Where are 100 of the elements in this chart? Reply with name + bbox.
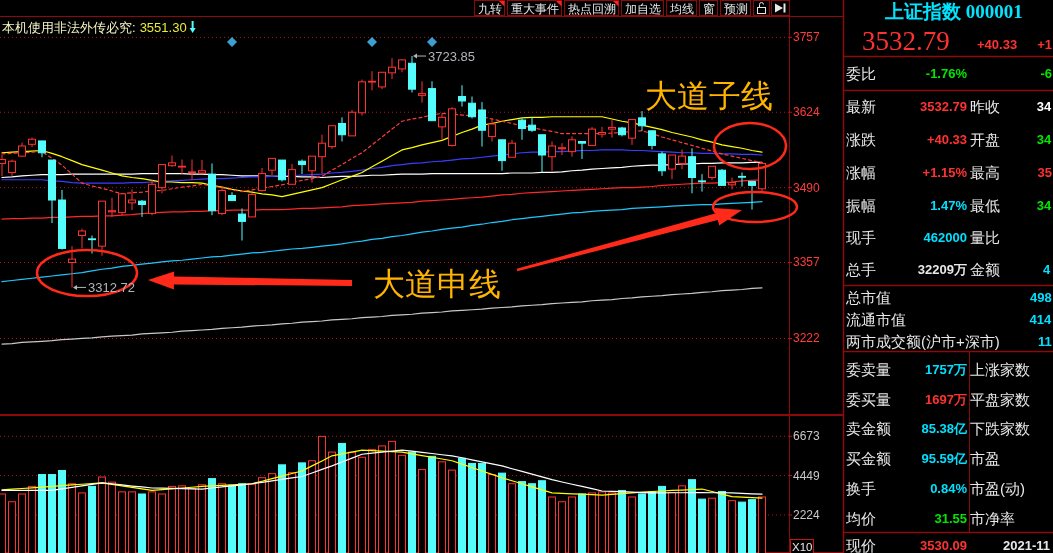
y-tick-label: 3357	[793, 255, 821, 270]
bar	[28, 485, 36, 553]
text: 34	[1036, 197, 1052, 213]
bar	[238, 483, 246, 553]
bar	[348, 451, 356, 553]
y-tick-label: 3222	[793, 331, 821, 346]
bar	[318, 435, 326, 553]
text: 涨跌	[846, 130, 876, 148]
text: 流通市值	[846, 310, 906, 328]
bar	[38, 474, 46, 553]
bar	[268, 473, 276, 553]
bar	[248, 483, 256, 553]
text: 3532.79	[920, 98, 967, 114]
bar	[188, 488, 196, 553]
bar	[738, 501, 746, 553]
bar	[148, 491, 156, 553]
bar	[498, 472, 506, 553]
bar	[408, 451, 416, 553]
text: -1.76%	[925, 65, 968, 81]
bar	[488, 474, 496, 553]
bar	[368, 449, 376, 553]
bar	[658, 485, 666, 553]
text: 11	[1038, 333, 1052, 349]
y-tick-label: 3757	[793, 30, 821, 45]
y-tick-label: 2224	[793, 507, 821, 522]
bar	[8, 501, 16, 553]
text: 平盘家数	[970, 390, 1030, 408]
text: 34	[1036, 98, 1052, 114]
bar	[638, 493, 646, 553]
text: 414	[1029, 311, 1052, 327]
text: 换手	[846, 479, 876, 497]
text: 委比	[846, 64, 876, 82]
text: 金额	[970, 260, 1000, 278]
text: 市盈(动)	[970, 479, 1025, 497]
text: 34	[1036, 131, 1052, 147]
bar	[358, 456, 366, 553]
bar	[118, 491, 126, 553]
annotation: 大道子线	[645, 78, 773, 114]
bar	[398, 454, 406, 553]
y-tick-label: 6673	[793, 429, 821, 444]
text: 买金额	[846, 449, 891, 467]
bar	[588, 492, 596, 553]
text: +1	[1037, 36, 1052, 52]
bar	[388, 440, 396, 553]
y-tick-label: 3490	[793, 180, 821, 195]
text: 委买量	[846, 390, 891, 408]
bar	[208, 478, 216, 553]
bar	[708, 497, 716, 553]
bar	[668, 492, 676, 553]
bar	[128, 491, 136, 553]
y-axis-title: X10	[792, 540, 813, 553]
text: 重大事件	[510, 1, 559, 16]
bar	[598, 491, 606, 553]
bar	[278, 464, 286, 553]
text: 1757万	[925, 361, 967, 377]
text: 2021-11	[1003, 537, 1050, 553]
text: -6	[1040, 65, 1052, 81]
text: 卖金额	[846, 419, 891, 437]
text: 最低	[970, 196, 1000, 214]
text: 3530.09	[920, 537, 967, 553]
bar	[48, 474, 56, 553]
y-tick-label: 4449	[793, 468, 821, 483]
text: 窗	[702, 1, 715, 16]
bar	[438, 461, 446, 553]
bar	[288, 472, 296, 553]
text: 现价	[846, 536, 876, 553]
bar	[678, 485, 686, 553]
bar	[68, 483, 76, 553]
chart-title: 本机使用非法外传必究:	[2, 19, 136, 35]
bar	[528, 483, 536, 553]
bar	[748, 499, 756, 553]
text: 31.55	[934, 510, 967, 526]
bar	[608, 492, 616, 553]
text: 0.84%	[930, 480, 968, 496]
text: 1697万	[925, 391, 967, 407]
bar	[258, 477, 266, 553]
text: 最高	[970, 163, 1000, 181]
bar	[308, 460, 316, 553]
text: 涨幅	[846, 163, 876, 181]
bar	[338, 442, 346, 553]
bar	[698, 498, 706, 553]
text: 热点回溯	[567, 1, 616, 16]
text: 32209万	[917, 261, 967, 277]
bar	[758, 496, 766, 553]
text: 462000	[923, 229, 967, 245]
text: 量比	[970, 228, 1000, 246]
text: +1.15%	[922, 164, 968, 180]
text: 开盘	[970, 130, 1000, 148]
bar	[378, 445, 386, 553]
text: 1.47%	[930, 197, 968, 213]
text: 总手	[845, 260, 876, 278]
text: 3532.79	[862, 26, 950, 56]
bar	[548, 496, 556, 553]
bar	[718, 491, 726, 553]
text: 两市成交额(沪市+深市)	[846, 332, 1000, 350]
bar	[168, 485, 176, 553]
bar	[618, 489, 626, 553]
bar	[108, 481, 116, 553]
annotation: 3723.85	[428, 48, 475, 64]
bar	[418, 469, 426, 553]
